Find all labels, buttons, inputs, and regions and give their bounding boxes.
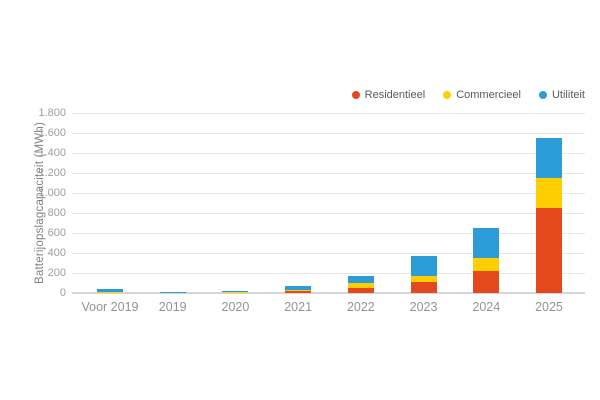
- bar-segment-utiliteit-2023: [410, 256, 437, 276]
- gridline-1.600: [72, 133, 585, 134]
- y-tick-label-600: 600: [47, 227, 66, 239]
- y-tick-label-1.800: 1.800: [38, 107, 66, 119]
- legend-label-utiliteit: Utiliteit: [551, 89, 585, 101]
- bar-segment-utiliteit-2021: [285, 286, 312, 290]
- gridline-1.000: [72, 193, 585, 194]
- y-tick-label-1.200: 1.200: [38, 167, 66, 179]
- x-axis-label-voor-2019: Voor 2019: [81, 300, 139, 314]
- x-axis-label-2025: 2025: [535, 300, 563, 314]
- bar-segment-utiliteit-2019: [159, 291, 186, 293]
- y-tick-label-1.600: 1.600: [38, 127, 66, 139]
- bar-segment-utiliteit-voor-2019: [97, 289, 123, 292]
- y-tick-label-1.400: 1.400: [38, 147, 66, 159]
- legend: Residentieel Commercieel Utiliteit: [351, 88, 585, 102]
- legend-dot-utiliteit-icon: [538, 91, 547, 99]
- gridline-800: [72, 213, 585, 214]
- x-axis-label-2021: 2021: [284, 300, 313, 314]
- bar-segment-residentieel-2021: [285, 291, 312, 293]
- gridline-1.400: [72, 153, 585, 154]
- bar-segment-commercieel-2021: [285, 290, 312, 291]
- x-axis-label-2023: 2023: [409, 300, 438, 314]
- bar-segment-utiliteit-2022: [347, 276, 374, 283]
- legend-label-residentieel: Residentieel: [364, 89, 426, 101]
- x-axis-label-2019: 2019: [158, 300, 187, 314]
- x-axis-line: [72, 292, 585, 294]
- legend-item-residentieel: Residentieel: [351, 89, 426, 101]
- bar-segment-commercieel-2024: [473, 258, 500, 271]
- bar-segment-commercieel-2022: [347, 283, 374, 288]
- bar-segment-utiliteit-2025: [535, 138, 562, 178]
- x-axis-label-2022: 2022: [346, 300, 375, 314]
- bar-segment-residentieel-2023: [410, 282, 437, 293]
- gridline-200: [72, 273, 585, 274]
- y-tick-label-0: 0: [59, 287, 66, 299]
- legend-item-utiliteit: Utiliteit: [538, 89, 585, 101]
- bar-segment-utiliteit-2020: [222, 291, 249, 292]
- bar-segment-commercieel-voor-2019: [97, 292, 123, 293]
- bar-segment-commercieel-2025: [535, 178, 562, 208]
- bar-segment-commercieel-2020: [222, 292, 249, 293]
- y-tick-label-1.000: 1.000: [38, 187, 66, 199]
- legend-label-commercieel: Commercieel: [456, 89, 521, 101]
- y-tick-label-800: 800: [47, 207, 66, 219]
- bar-segment-residentieel-2022: [347, 288, 374, 293]
- y-tick-label-200: 200: [47, 267, 66, 279]
- bar-segment-residentieel-2025: [535, 208, 562, 293]
- y-tick-label-400: 400: [47, 247, 66, 259]
- bar-segment-residentieel-2024: [473, 271, 500, 293]
- gridline-1.200: [72, 173, 585, 174]
- bar-segment-commercieel-2023: [410, 276, 437, 282]
- gridline-600: [72, 233, 585, 234]
- x-axis-label-2020: 2020: [221, 300, 250, 314]
- legend-dot-commercieel-icon: [443, 91, 452, 99]
- gridline-1.800: [72, 113, 585, 114]
- legend-item-commercieel: Commercieel: [443, 89, 521, 101]
- x-axis-label-2024: 2024: [472, 300, 501, 314]
- legend-dot-residentieel-icon: [351, 91, 360, 99]
- gridline-400: [72, 253, 585, 254]
- bar-segment-utiliteit-2024: [473, 228, 500, 258]
